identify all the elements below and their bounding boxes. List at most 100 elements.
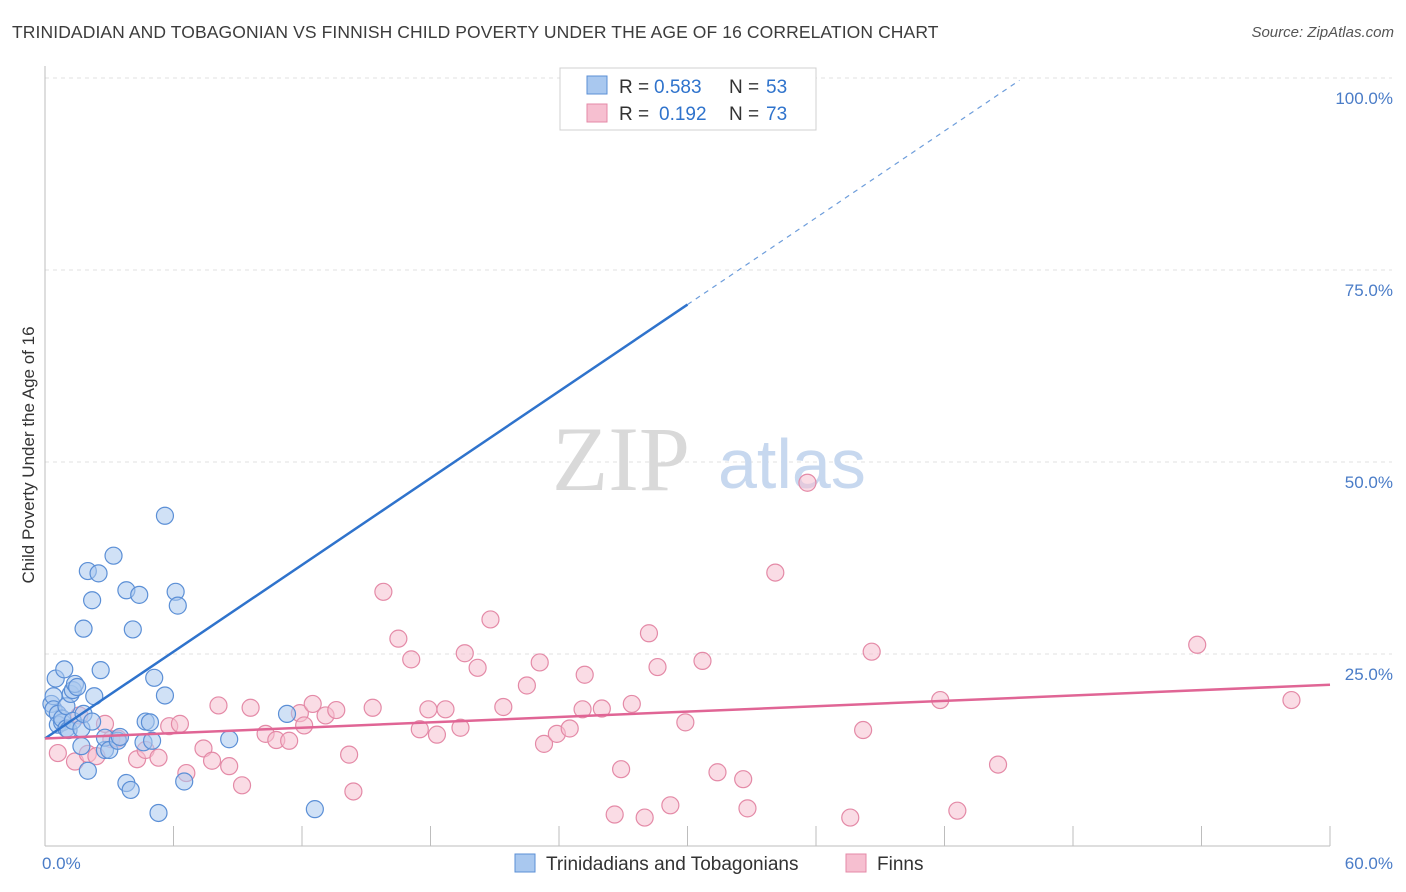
trinidadian-point [155,506,175,525]
finns-point [209,696,228,715]
trinidadian-point [104,546,123,565]
finns-point [648,657,667,677]
trinidadian-point [121,780,140,800]
y-tick-label: 50.0% [1345,473,1393,492]
legend-swatch-finns [845,853,867,873]
finns-point [202,751,222,770]
y-tick-label: 100.0% [1335,89,1393,108]
trinidadian-point [142,731,162,750]
finns-point [303,694,322,714]
finns-point [862,642,881,661]
finns-point [530,653,549,672]
finns-point [327,700,346,720]
finns-point [798,473,817,492]
x-tick-label: 0.0% [42,854,81,873]
finns-point [170,714,190,733]
legend-swatch-trinidadian [514,853,536,873]
finns-point [468,658,487,677]
finns-point [295,716,314,735]
legend-swatch-pink [586,103,608,123]
trinidadian-trend-line [44,303,689,740]
finns-point [854,720,873,740]
finns-point [241,698,260,717]
finns-point [419,700,438,719]
finns-points [48,473,1301,827]
finns-point [948,801,967,820]
trinidadian-point [305,800,324,819]
legend-label-finns: Finns [877,854,923,875]
legend-n-value-1: 53 [766,77,787,98]
finns-point [841,808,860,827]
legend-r-label-1: R = [619,77,649,98]
trinidadian-point [83,712,102,731]
trinidadian-point [55,660,74,679]
finns-trend-line [44,683,1331,740]
finns-point [410,720,429,739]
finns-point [455,644,474,663]
trinidadian-point [89,564,108,583]
legend-n-label-1: N = [729,77,759,98]
trinidadian-trend-extension [687,79,1020,306]
finns-point [1282,690,1301,710]
legend-swatch-blue [586,75,608,95]
y-tick-labels: 25.0% 50.0% 75.0% 100.0% [1335,89,1393,684]
trinidadian-point [140,713,160,732]
finns-point [560,719,579,738]
finns-point [708,763,727,782]
finns-point [280,731,299,750]
finns-point [48,743,67,763]
finns-point [494,697,513,717]
trinidadian-point [78,761,97,780]
finns-point [573,700,592,719]
trinidadian-point [155,686,175,705]
finns-point [220,757,239,776]
finns-point [451,718,470,737]
finns-point [194,739,213,758]
legend-n-label-2: N = [729,104,759,125]
trend-lines [44,79,1331,740]
finns-point [738,799,757,818]
finns-point [1188,635,1207,654]
x-tick-label: 60.0% [1345,854,1393,873]
gridlines [45,77,1392,655]
finns-point [363,698,382,717]
trinidadian-point [130,585,149,604]
finns-point [734,770,753,789]
trinidadian-point [149,803,168,823]
finns-point [389,629,408,648]
trinidadian-point [74,619,93,638]
trinidadian-points [42,506,324,823]
finns-point [340,745,359,764]
legend-label-trinidadian: Trinidadians and Tobagonians [546,854,798,875]
trinidadian-point [277,704,297,724]
trinidadian-point [123,620,142,639]
trinidadian-point [168,596,187,615]
finns-point [612,760,631,779]
legend-r-value-1: 0.583 [654,77,702,98]
trinidadian-point [72,737,91,756]
y-tick-label: 75.0% [1345,281,1393,300]
finns-point [575,665,594,684]
finns-point [232,776,252,795]
trinidadian-point [220,730,239,749]
x-tick-labels: 0.0% 60.0% [42,854,1393,873]
trinidadian-point [68,677,87,697]
trinidadian-point [83,591,102,610]
finns-point [766,563,785,582]
watermark-atlas: atlas [718,425,866,503]
trinidadian-point [110,727,130,747]
watermark: ZIP atlas [552,408,866,510]
finns-point [592,699,611,718]
series-legend: Trinidadians and Tobagonians Finns [514,853,923,875]
finns-point [988,755,1008,774]
trinidadian-point [91,661,110,680]
legend-r-value-2: 0.192 [659,104,707,125]
finns-point [481,610,500,629]
finns-point [374,582,393,601]
finns-point [149,748,168,767]
axes [44,66,1331,847]
watermark-zip: ZIP [552,408,690,510]
legend-n-value-2: 73 [766,104,787,125]
y-axis-title: Child Poverty Under the Age of 16 [19,326,38,583]
finns-point [635,808,654,827]
